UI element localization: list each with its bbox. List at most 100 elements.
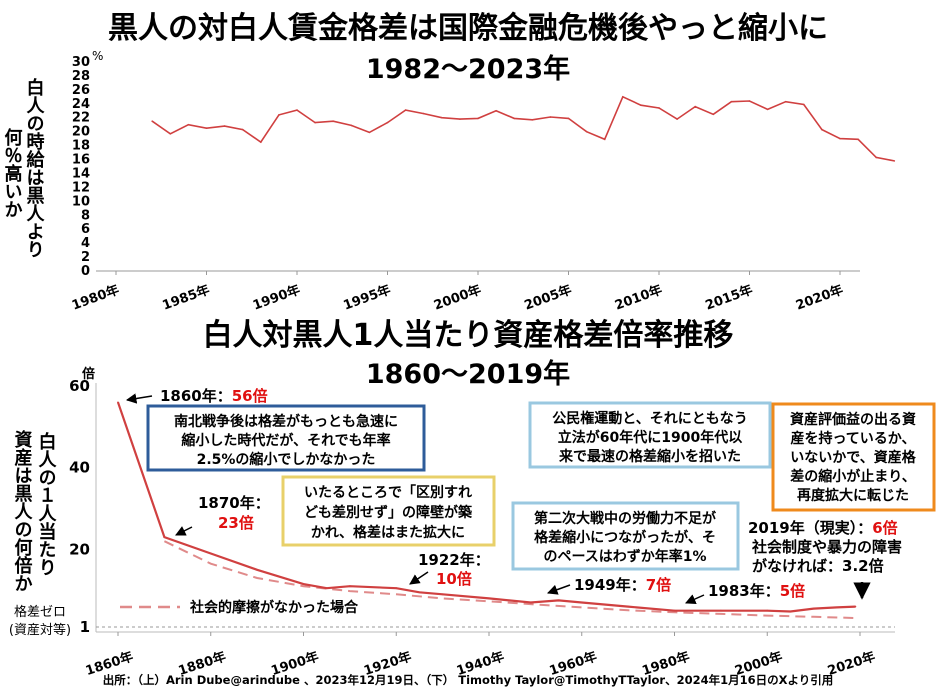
box-ww2-text-line-1: 格差縮小につながったが、そ xyxy=(534,529,716,546)
ann-2019-line2: 社会制度や暴力の障害 xyxy=(751,538,902,556)
top-chart-subtitle: 1982～2023年 xyxy=(366,53,570,85)
top-y-tick-9: 18 xyxy=(72,139,90,154)
bottom-x-tick-8: 2020年 xyxy=(826,649,878,679)
bottom-y-tick-1: 20 xyxy=(69,540,90,558)
top-y-tick-7: 14 xyxy=(72,166,90,181)
top-point-2014 xyxy=(730,100,733,103)
ann-2019-line3: がなければ：3.2倍 xyxy=(752,557,884,575)
top-y-tick-2: 4 xyxy=(81,236,90,251)
arrow-1949 xyxy=(547,584,571,595)
top-point-2021 xyxy=(857,138,859,141)
top-x-tick-8: 2020年 xyxy=(794,282,846,314)
top-point-2004 xyxy=(549,116,552,118)
top-y-tick-14: 28 xyxy=(72,69,90,84)
top-point-2001 xyxy=(495,109,497,112)
wealth-gap-line xyxy=(116,401,856,613)
wealth-point-2015 xyxy=(835,606,838,609)
ann-1949-text: 1949年： xyxy=(574,576,646,594)
top-point-2008 xyxy=(622,96,624,98)
bottom-y-label-2: 資産は黒人の何倍か xyxy=(12,430,33,592)
box-assets-text-line-3: 差の縮小が止まり、 xyxy=(790,468,915,485)
zero-label-2: (資産対等) xyxy=(9,622,71,638)
arrow-1860 xyxy=(125,393,153,404)
top-wage-gap-line xyxy=(151,95,895,162)
wealth-point-1890 xyxy=(256,568,259,571)
top-y-label-1: 白人の時給は黒人より xyxy=(24,77,45,258)
top-x-tick-3: 1995年 xyxy=(341,282,393,314)
box-assets-text-line-0: 資産評価益の出る資 xyxy=(790,411,916,428)
wealth-point-1870 xyxy=(163,536,166,539)
top-point-2005 xyxy=(567,117,570,120)
ann-1922-value: 10倍 xyxy=(436,570,472,588)
top-point-1994 xyxy=(368,131,371,134)
top-point-1993 xyxy=(350,124,353,127)
box-separate-text-line-2: かれ、格差はまた拡大に xyxy=(311,524,465,541)
box-assets-text-line-2: いないかで、資産格 xyxy=(790,449,916,466)
top-point-2000 xyxy=(477,117,479,120)
top-point-1997 xyxy=(422,112,425,115)
ann-1922-text: 1922年： xyxy=(418,551,490,569)
legend-label: 社会的摩擦がなかった場合 xyxy=(189,599,359,616)
box-civilwar-text-line-0: 南北戦争後は格差がもっとも急速に xyxy=(174,413,398,430)
box-ww2-text-line-2: のペースはわずか年率1% xyxy=(543,548,706,565)
bottom-y-ticks: 1 20 40 60 xyxy=(69,377,90,636)
box-separate xyxy=(281,475,496,547)
top-y-label-2: 何％高いか xyxy=(2,127,23,218)
top-point-1996 xyxy=(404,109,407,111)
source-note: 出所：（上）Arin Dube@arindube 、2023年12月19日、（下… xyxy=(103,673,834,687)
bottom-y-unit: 倍 xyxy=(82,366,95,382)
top-point-2010 xyxy=(658,107,660,109)
top-point-1986 xyxy=(223,125,226,127)
wealth-point-1905 xyxy=(325,587,328,590)
top-y-tick-15: 30 xyxy=(72,55,90,70)
wealth-point-1900 xyxy=(302,583,305,586)
wealth-point-1949 xyxy=(529,601,532,604)
top-point-2019 xyxy=(821,128,823,131)
ann-1870-text: 1870年： xyxy=(198,494,270,512)
top-y-tick-12: 24 xyxy=(72,97,90,112)
top-point-2022 xyxy=(875,156,877,159)
top-x-tick-6: 2010年 xyxy=(613,282,665,314)
top-x-tick-7: 2015年 xyxy=(703,282,755,314)
wealth-point-2005 xyxy=(789,610,792,613)
bottom-x-ticks: 1860年 1880年 1900年 1920年 1940年 1960年 1980年 2000年… xyxy=(84,632,878,679)
top-point-1999 xyxy=(459,118,461,120)
arrow-1922 xyxy=(409,571,429,585)
top-point-2013 xyxy=(712,113,715,116)
top-y-unit: % xyxy=(92,49,103,63)
top-point-2011 xyxy=(676,118,678,120)
top-x-tick-5: 2005年 xyxy=(522,282,574,314)
bottom-y-tick-2: 40 xyxy=(69,459,90,477)
top-x-tick-4: 2000年 xyxy=(432,282,484,314)
wealth-point-1955 xyxy=(557,599,560,602)
box-separate-text-line-1: ども差別せず」の障壁が築 xyxy=(304,504,473,521)
wealth-point-1970 xyxy=(627,605,630,608)
top-series xyxy=(151,95,896,162)
top-point-1990 xyxy=(296,109,298,111)
top-point-1988 xyxy=(260,141,262,143)
top-point-1983 xyxy=(169,132,172,135)
ann-1983-text: 1983年： xyxy=(708,582,780,600)
box-civilrights-text-line-1: 立法が60年代に1900年代以 xyxy=(558,429,742,446)
wealth-point-1920 xyxy=(395,587,398,590)
top-point-2015 xyxy=(748,100,751,102)
ann-2019-value: 6倍 xyxy=(872,519,897,537)
top-y-tick-1: 2 xyxy=(81,250,90,265)
top-y-tick-13: 26 xyxy=(72,83,90,98)
top-x-tick-0: 1980年 xyxy=(70,282,122,314)
top-point-1982 xyxy=(151,120,153,123)
ann-1983-value: 5倍 xyxy=(780,582,805,600)
ann-2019: 2019年（現実）：6倍 xyxy=(748,519,898,537)
top-point-1998 xyxy=(441,116,443,119)
wealth-point-1940 xyxy=(488,597,490,600)
top-point-2018 xyxy=(803,103,805,106)
top-x-ticks: 1980年 1985年 1990年 1995年 2000年 2005年 2010年 2015年… xyxy=(70,271,846,314)
top-point-1992 xyxy=(332,120,335,123)
top-point-2016 xyxy=(766,108,769,111)
top-x-tick-2: 1990年 xyxy=(251,282,303,314)
ann-1949-value: 7倍 xyxy=(646,576,671,594)
